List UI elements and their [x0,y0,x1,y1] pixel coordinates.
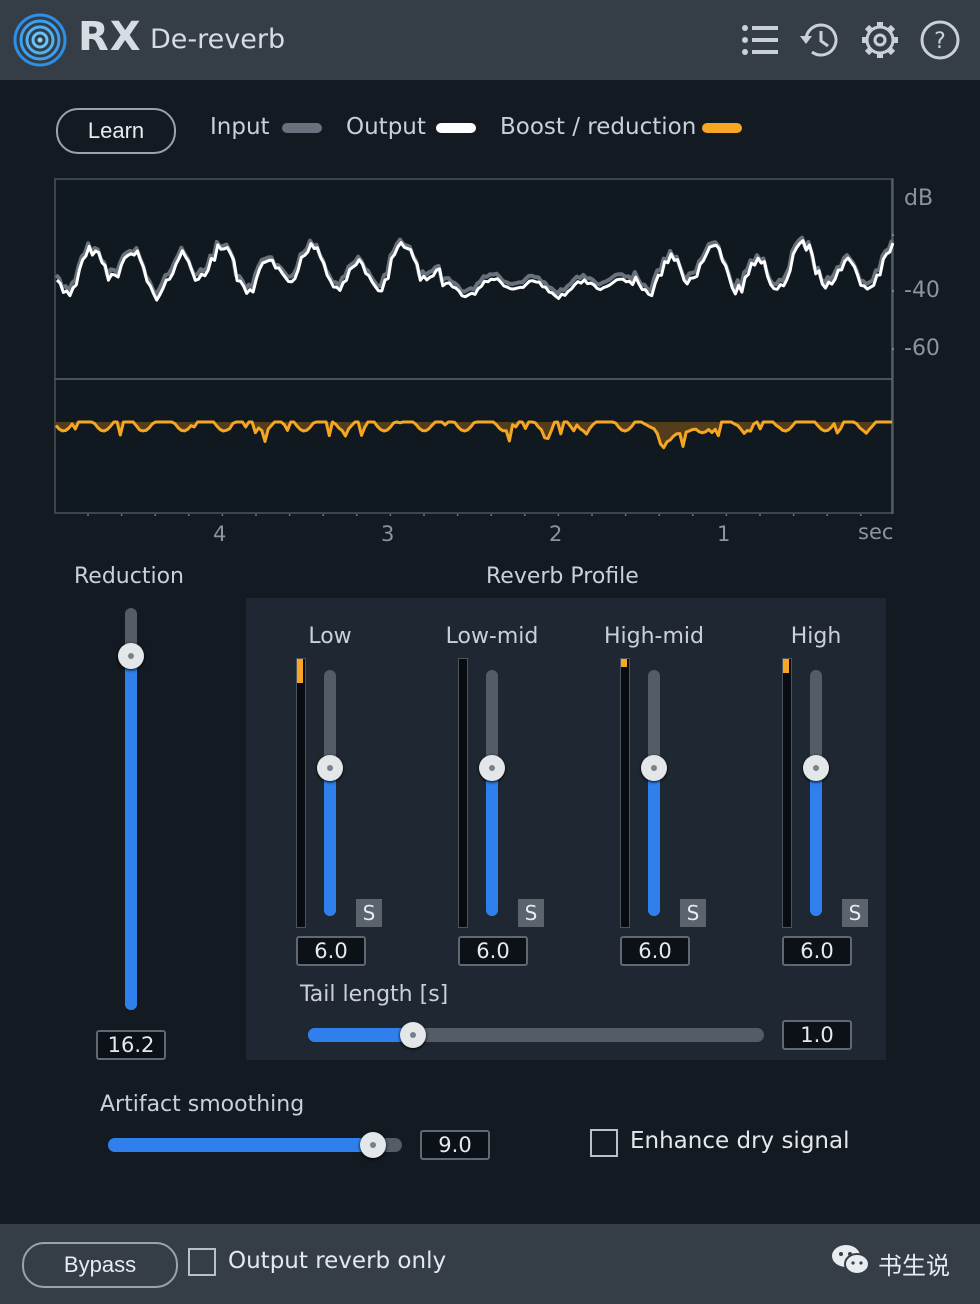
band-value-high[interactable]: 6.0 [782,936,852,966]
rx-logo-icon [13,13,67,67]
plugin-name: De-reverb [150,24,286,55]
artifact-smoothing-label: Artifact smoothing [100,1092,305,1117]
band-value-high-mid[interactable]: 6.0 [620,936,690,966]
artifact-smoothing-slider-fill [108,1138,373,1152]
svg-text:?: ? [934,29,946,54]
band-label-high: High [790,624,842,649]
band-value-low-mid[interactable]: 6.0 [458,936,528,966]
band-slider-fill-high [810,768,822,916]
tail-length-slider-fill [308,1028,413,1042]
band-meter-low-mid [458,658,468,928]
enhance-dry-signal-label: Enhance dry signal [630,1128,850,1154]
band-meter-high-mid [620,658,630,928]
tail-length-value[interactable]: 1.0 [782,1020,852,1050]
time-tick-1: 1 [717,522,731,546]
input-waveform [54,235,894,298]
reverb-profile-panel [246,598,886,1060]
help-icon[interactable]: ? [918,18,962,62]
band-slider-knob-low[interactable] [317,755,343,781]
reduction-slider-knob[interactable] [118,643,144,669]
legend-boost-label: Boost / reduction [500,114,697,140]
band-slider-knob-high[interactable] [803,755,829,781]
band-meter-high [782,658,792,928]
tail-length-slider-knob[interactable] [400,1022,426,1048]
brand-title: RX [78,14,142,60]
list-icon[interactable] [738,18,782,62]
legend-boost-swatch [702,123,742,133]
watermark-text: 书生说 [878,1252,950,1280]
waveform-graph [54,178,894,516]
db-unit-label: dB [904,186,934,211]
band-slider-fill-low [324,768,336,916]
reduction-label: Reduction [74,564,184,589]
enhance-dry-signal-checkbox[interactable] [590,1129,618,1157]
legend-output-swatch [436,123,476,133]
band-slider-knob-high-mid[interactable] [641,755,667,781]
band-value-low[interactable]: 6.0 [296,936,366,966]
band-label-low: Low [308,624,352,649]
band-slider-fill-high-mid [648,768,660,916]
time-tick-4: 4 [213,522,227,546]
reduction-slider-fill [125,656,137,1010]
output-waveform [55,239,894,302]
reverb-profile-title: Reverb Profile [486,564,639,589]
db-tick-40: -40 [904,278,940,303]
band-label-low-mid: Low-mid [445,624,539,649]
footer-bar [0,1224,980,1304]
time-tick-3: 3 [381,522,395,546]
boost-reduction-curve [54,420,892,450]
history-icon[interactable] [798,18,842,62]
bypass-button[interactable]: Bypass [22,1242,178,1288]
legend-input-label: Input [210,114,270,140]
header-bar: RX De-reverb ? [0,0,980,80]
band-meter-fill-high-mid [621,659,627,667]
band-solo-button-low[interactable]: S [356,899,382,927]
band-solo-button-high[interactable]: S [842,899,868,927]
band-meter-fill-low [297,659,303,683]
artifact-smoothing-value[interactable]: 9.0 [420,1130,490,1160]
legend-output-label: Output [346,114,426,140]
reduction-value[interactable]: 16.2 [96,1030,166,1060]
artifact-smoothing-slider-knob[interactable] [360,1132,386,1158]
time-unit-label: sec [858,520,894,544]
band-slider-fill-low-mid [486,768,498,916]
db-tick-60: -60 [904,336,940,361]
output-reverb-only-checkbox[interactable] [188,1248,216,1276]
band-solo-button-high-mid[interactable]: S [680,899,706,927]
band-solo-button-low-mid[interactable]: S [518,899,544,927]
output-reverb-only-label: Output reverb only [228,1248,447,1274]
band-label-high-mid: High-mid [603,624,704,649]
band-slider-knob-low-mid[interactable] [479,755,505,781]
band-meter-low [296,658,306,928]
tail-length-label: Tail length [s] [300,982,449,1007]
band-meter-fill-high [783,659,789,673]
wechat-icon [832,1245,870,1275]
learn-button[interactable]: Learn [56,108,176,154]
time-tick-2: 2 [549,522,563,546]
legend-input-swatch [282,123,322,133]
gear-icon[interactable] [858,18,902,62]
